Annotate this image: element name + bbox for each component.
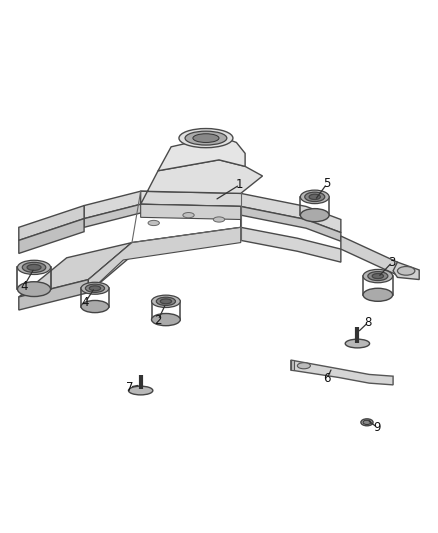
Text: 7: 7 [126, 381, 134, 393]
Ellipse shape [18, 260, 50, 274]
Ellipse shape [81, 282, 109, 294]
Ellipse shape [185, 131, 227, 145]
Ellipse shape [345, 339, 370, 348]
Ellipse shape [152, 313, 180, 326]
Polygon shape [291, 360, 393, 385]
Polygon shape [141, 160, 262, 204]
Ellipse shape [183, 213, 194, 218]
Ellipse shape [18, 282, 50, 296]
Ellipse shape [300, 208, 329, 222]
Ellipse shape [309, 194, 321, 199]
Ellipse shape [361, 419, 373, 426]
Ellipse shape [179, 128, 233, 148]
Ellipse shape [300, 190, 329, 204]
Text: 4: 4 [81, 296, 89, 309]
Polygon shape [291, 360, 294, 370]
Ellipse shape [27, 264, 41, 270]
Ellipse shape [193, 134, 219, 142]
Polygon shape [84, 191, 341, 232]
Ellipse shape [372, 273, 384, 279]
Text: 8: 8 [364, 316, 372, 329]
Text: 2: 2 [154, 313, 162, 327]
Polygon shape [341, 236, 397, 275]
Ellipse shape [297, 362, 311, 369]
Ellipse shape [85, 284, 105, 293]
Ellipse shape [89, 286, 101, 290]
Ellipse shape [81, 301, 109, 313]
Polygon shape [393, 262, 419, 279]
Text: 5: 5 [323, 177, 331, 190]
Polygon shape [19, 243, 132, 297]
Polygon shape [88, 204, 241, 293]
Ellipse shape [363, 288, 392, 301]
Polygon shape [19, 279, 88, 310]
Text: 9: 9 [374, 421, 381, 434]
Ellipse shape [156, 297, 176, 305]
Text: 6: 6 [323, 372, 331, 385]
Ellipse shape [213, 217, 225, 222]
Ellipse shape [363, 269, 392, 282]
Text: 4: 4 [20, 280, 28, 293]
Ellipse shape [22, 262, 46, 272]
Text: 1: 1 [236, 178, 244, 191]
Ellipse shape [148, 220, 159, 225]
Polygon shape [19, 219, 84, 254]
Ellipse shape [305, 192, 325, 201]
Polygon shape [84, 204, 341, 241]
Polygon shape [158, 136, 245, 171]
Ellipse shape [363, 420, 371, 424]
Polygon shape [19, 206, 84, 240]
Text: 3: 3 [389, 256, 396, 269]
Ellipse shape [368, 272, 388, 280]
Ellipse shape [152, 295, 180, 308]
Polygon shape [88, 228, 341, 293]
Ellipse shape [160, 299, 172, 304]
Ellipse shape [128, 386, 153, 395]
Ellipse shape [397, 266, 415, 275]
